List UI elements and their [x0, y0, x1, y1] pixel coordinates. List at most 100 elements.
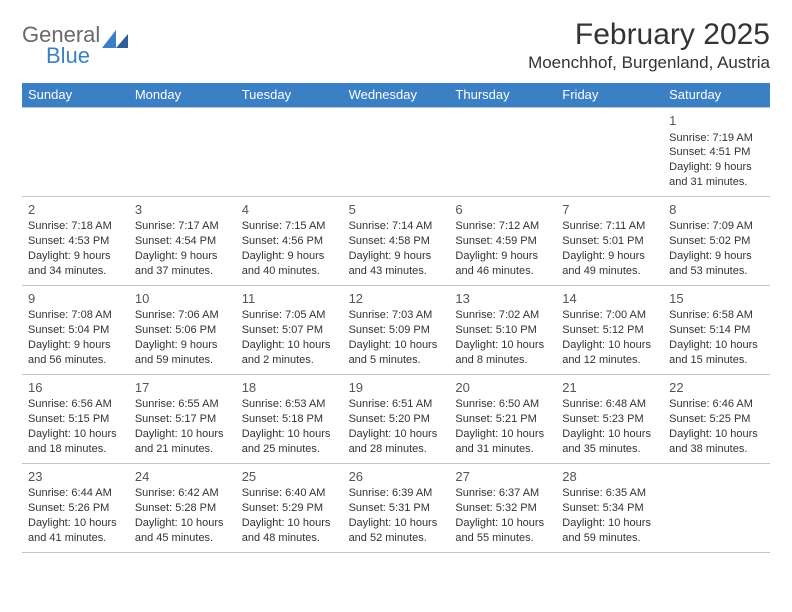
day-sunset: Sunset: 5:31 PM	[349, 501, 444, 516]
day-day1: Daylight: 9 hours	[669, 160, 764, 175]
day-sunset: Sunset: 5:34 PM	[562, 501, 657, 516]
day-day2: and 8 minutes.	[455, 353, 550, 368]
day-day2: and 38 minutes.	[669, 442, 764, 457]
weekday-header: Saturday	[663, 83, 770, 107]
day-sunset: Sunset: 5:07 PM	[242, 323, 337, 338]
day-sunrise: Sunrise: 7:00 AM	[562, 308, 657, 323]
day-day2: and 5 minutes.	[349, 353, 444, 368]
day-sunrise: Sunrise: 6:50 AM	[455, 397, 550, 412]
logo-text-blue: Blue	[46, 45, 100, 67]
day-number: 15	[669, 290, 764, 308]
day-sunrise: Sunrise: 6:53 AM	[242, 397, 337, 412]
day-day1: Daylight: 9 hours	[455, 249, 550, 264]
day-number: 26	[349, 468, 444, 486]
weekday-header: Wednesday	[343, 83, 450, 107]
day-number: 11	[242, 290, 337, 308]
day-day1: Daylight: 10 hours	[28, 516, 123, 531]
location-label: Moenchhof, Burgenland, Austria	[528, 53, 770, 73]
day-sunrise: Sunrise: 6:48 AM	[562, 397, 657, 412]
day-day2: and 18 minutes.	[28, 442, 123, 457]
logo-text-block: General Blue	[22, 24, 100, 67]
day-day1: Daylight: 10 hours	[455, 338, 550, 353]
day-number: 1	[669, 112, 764, 130]
day-number: 28	[562, 468, 657, 486]
day-cell: 20Sunrise: 6:50 AMSunset: 5:21 PMDayligh…	[449, 375, 556, 463]
day-cell: 26Sunrise: 6:39 AMSunset: 5:31 PMDayligh…	[343, 464, 450, 552]
day-cell: 22Sunrise: 6:46 AMSunset: 5:25 PMDayligh…	[663, 375, 770, 463]
day-day1: Daylight: 10 hours	[242, 338, 337, 353]
day-day1: Daylight: 9 hours	[135, 249, 230, 264]
day-number: 19	[349, 379, 444, 397]
day-sunrise: Sunrise: 6:44 AM	[28, 486, 123, 501]
day-sunset: Sunset: 5:20 PM	[349, 412, 444, 427]
day-cell: 9Sunrise: 7:08 AMSunset: 5:04 PMDaylight…	[22, 286, 129, 374]
day-sunset: Sunset: 5:10 PM	[455, 323, 550, 338]
calendar: Sunday Monday Tuesday Wednesday Thursday…	[22, 83, 770, 553]
day-sunrise: Sunrise: 6:39 AM	[349, 486, 444, 501]
day-number: 5	[349, 201, 444, 219]
day-cell: 1Sunrise: 7:19 AMSunset: 4:51 PMDaylight…	[663, 108, 770, 196]
day-day1: Daylight: 9 hours	[562, 249, 657, 264]
day-number: 3	[135, 201, 230, 219]
day-sunrise: Sunrise: 6:35 AM	[562, 486, 657, 501]
day-day2: and 43 minutes.	[349, 264, 444, 279]
day-cell: 28Sunrise: 6:35 AMSunset: 5:34 PMDayligh…	[556, 464, 663, 552]
day-day2: and 40 minutes.	[242, 264, 337, 279]
week-row: 1Sunrise: 7:19 AMSunset: 4:51 PMDaylight…	[22, 107, 770, 197]
day-number: 27	[455, 468, 550, 486]
day-day1: Daylight: 10 hours	[455, 516, 550, 531]
day-sunset: Sunset: 5:04 PM	[28, 323, 123, 338]
day-day1: Daylight: 10 hours	[562, 338, 657, 353]
day-number: 23	[28, 468, 123, 486]
day-sunrise: Sunrise: 6:46 AM	[669, 397, 764, 412]
day-day2: and 35 minutes.	[562, 442, 657, 457]
day-day2: and 41 minutes.	[28, 531, 123, 546]
day-sunrise: Sunrise: 6:40 AM	[242, 486, 337, 501]
day-number: 17	[135, 379, 230, 397]
day-cell: 4Sunrise: 7:15 AMSunset: 4:56 PMDaylight…	[236, 197, 343, 285]
day-sunrise: Sunrise: 7:02 AM	[455, 308, 550, 323]
day-cell: 7Sunrise: 7:11 AMSunset: 5:01 PMDaylight…	[556, 197, 663, 285]
week-row: 9Sunrise: 7:08 AMSunset: 5:04 PMDaylight…	[22, 286, 770, 375]
day-cell: 24Sunrise: 6:42 AMSunset: 5:28 PMDayligh…	[129, 464, 236, 552]
day-sunset: Sunset: 4:51 PM	[669, 145, 764, 160]
day-number: 2	[28, 201, 123, 219]
day-number: 8	[669, 201, 764, 219]
day-sunrise: Sunrise: 7:17 AM	[135, 219, 230, 234]
day-sunset: Sunset: 5:15 PM	[28, 412, 123, 427]
day-cell: 8Sunrise: 7:09 AMSunset: 5:02 PMDaylight…	[663, 197, 770, 285]
day-sunset: Sunset: 4:59 PM	[455, 234, 550, 249]
day-sunset: Sunset: 5:28 PM	[135, 501, 230, 516]
day-day1: Daylight: 10 hours	[669, 427, 764, 442]
day-cell-empty	[663, 464, 770, 552]
day-day1: Daylight: 9 hours	[28, 249, 123, 264]
day-sunset: Sunset: 5:06 PM	[135, 323, 230, 338]
day-day2: and 49 minutes.	[562, 264, 657, 279]
day-sunrise: Sunrise: 6:51 AM	[349, 397, 444, 412]
day-number: 6	[455, 201, 550, 219]
day-sunset: Sunset: 5:17 PM	[135, 412, 230, 427]
day-day1: Daylight: 10 hours	[135, 516, 230, 531]
day-cell: 13Sunrise: 7:02 AMSunset: 5:10 PMDayligh…	[449, 286, 556, 374]
day-cell-empty	[22, 108, 129, 196]
day-sunset: Sunset: 5:29 PM	[242, 501, 337, 516]
week-row: 2Sunrise: 7:18 AMSunset: 4:53 PMDaylight…	[22, 197, 770, 286]
day-sunrise: Sunrise: 6:42 AM	[135, 486, 230, 501]
day-cell-empty	[343, 108, 450, 196]
day-day1: Daylight: 9 hours	[135, 338, 230, 353]
day-number: 9	[28, 290, 123, 308]
day-day2: and 21 minutes.	[135, 442, 230, 457]
day-day1: Daylight: 10 hours	[669, 338, 764, 353]
weekday-header: Sunday	[22, 83, 129, 107]
day-sunset: Sunset: 5:21 PM	[455, 412, 550, 427]
day-sunrise: Sunrise: 7:15 AM	[242, 219, 337, 234]
day-number: 25	[242, 468, 337, 486]
day-cell: 11Sunrise: 7:05 AMSunset: 5:07 PMDayligh…	[236, 286, 343, 374]
day-number: 21	[562, 379, 657, 397]
day-day2: and 59 minutes.	[135, 353, 230, 368]
day-day1: Daylight: 9 hours	[242, 249, 337, 264]
day-day2: and 25 minutes.	[242, 442, 337, 457]
day-day1: Daylight: 10 hours	[562, 427, 657, 442]
day-sunrise: Sunrise: 7:18 AM	[28, 219, 123, 234]
day-day2: and 46 minutes.	[455, 264, 550, 279]
